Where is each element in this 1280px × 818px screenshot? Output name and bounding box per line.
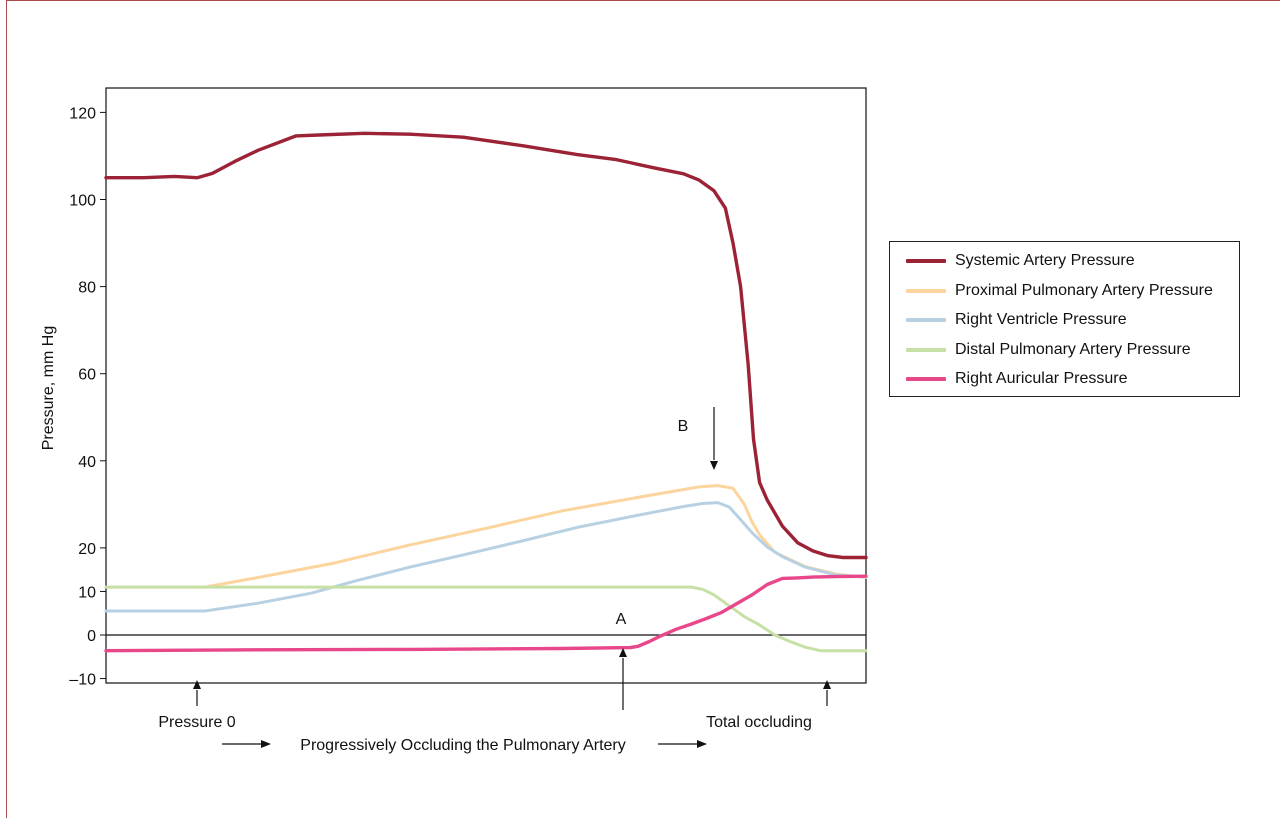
series-line-3 xyxy=(104,501,868,613)
legend-item-distal-pulmonary-artery: Distal Pulmonary Artery Pressure xyxy=(906,338,1191,362)
legend-label: Systemic Artery Pressure xyxy=(955,252,1135,269)
y-tick-label: 60 xyxy=(78,367,96,384)
legend-swatch xyxy=(906,289,946,293)
y-tick-label: 100 xyxy=(69,193,96,210)
y-tick-label: 10 xyxy=(78,584,96,601)
y-tick-label: –10 xyxy=(69,672,96,689)
legend-item-systemic-artery: Systemic Artery Pressure xyxy=(906,249,1135,273)
legend-item-right-ventricle: Right Ventricle Pressure xyxy=(906,308,1127,332)
total-occluding-arrowhead xyxy=(823,680,831,689)
chart-legend: Systemic Artery Pressure Proximal Pulmon… xyxy=(889,241,1240,397)
legend-label: Distal Pulmonary Artery Pressure xyxy=(955,341,1191,358)
y-tick-label: 40 xyxy=(78,454,96,471)
annotation-a-label: A xyxy=(616,611,627,628)
y-tick-label: 80 xyxy=(78,280,96,297)
caption-left-arrowhead xyxy=(261,740,271,748)
figure-frame xyxy=(6,0,1280,818)
legend-label: Right Auricular Pressure xyxy=(955,370,1128,387)
y-tick-label: 120 xyxy=(69,105,96,122)
series-line-1 xyxy=(104,131,868,560)
annotation-b-arrowhead xyxy=(710,461,718,470)
caption-right-arrowhead xyxy=(697,740,707,748)
annotation-b-label: B xyxy=(678,418,689,435)
total-occluding-label: Total occluding xyxy=(706,714,812,731)
series-line-4 xyxy=(104,585,868,653)
annotation-a-arrowhead xyxy=(619,648,627,657)
legend-swatch xyxy=(906,348,946,352)
plot-area xyxy=(105,87,867,684)
legend-swatch xyxy=(906,259,946,263)
y-tick-label: 0 xyxy=(87,628,96,645)
legend-label: Right Ventricle Pressure xyxy=(955,311,1127,328)
pressure-0-label: Pressure 0 xyxy=(158,714,235,731)
series-line-2 xyxy=(104,484,868,589)
legend-swatch xyxy=(906,377,946,381)
y-tick-label: 20 xyxy=(78,541,96,558)
legend-swatch xyxy=(906,318,946,322)
legend-item-proximal-pulmonary-artery: Proximal Pulmonary Artery Pressure xyxy=(906,279,1213,303)
pressure-0-arrowhead xyxy=(193,680,201,689)
x-axis-caption: Progressively Occluding the Pulmonary Ar… xyxy=(300,737,625,754)
legend-label: Proximal Pulmonary Artery Pressure xyxy=(955,282,1213,299)
y-axis-label: Pressure, mm Hg xyxy=(40,326,57,450)
legend-item-right-auricular: Right Auricular Pressure xyxy=(906,367,1128,391)
series-line-5 xyxy=(104,574,868,653)
